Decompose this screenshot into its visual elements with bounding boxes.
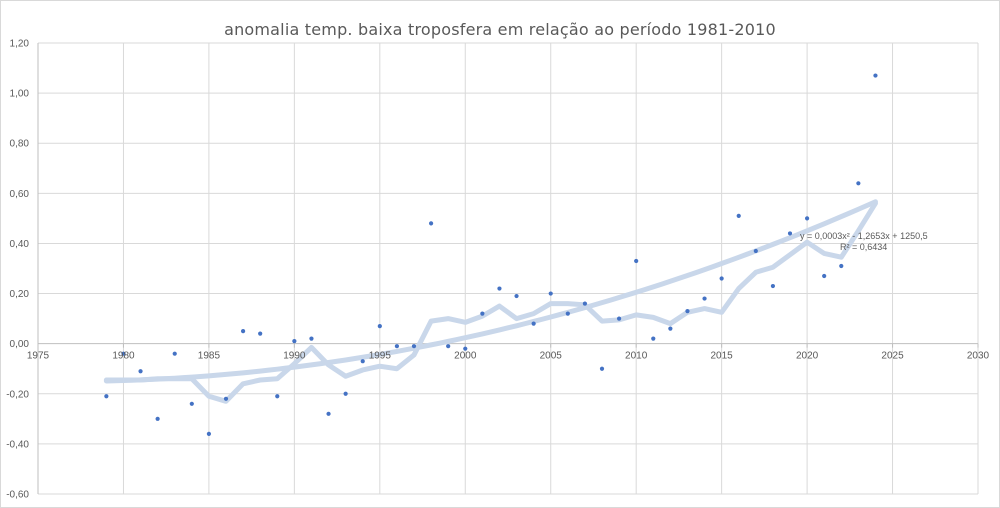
y-tick-label: 1,00 xyxy=(10,89,30,100)
data-point xyxy=(206,431,212,436)
data-point xyxy=(480,311,485,316)
x-tick-label: 2020 xyxy=(796,351,819,362)
data-point xyxy=(719,276,724,281)
data-point xyxy=(685,308,690,314)
data-point xyxy=(104,394,109,399)
data-point xyxy=(616,316,622,321)
trendline-r-squared: R² = 0,6434 xyxy=(840,242,887,252)
data-point xyxy=(787,231,793,236)
data-point xyxy=(839,263,844,269)
polynomial-trendline xyxy=(103,199,878,384)
data-point xyxy=(736,213,741,218)
tick-labels: -0,60 -0,40 -0,20 0,00 0,20 0,40 0,60 0,80 1,00 1… xyxy=(6,39,989,501)
data-point xyxy=(240,329,246,334)
moving-average-line xyxy=(103,200,878,404)
trendline-equation-group: y = 0,0003x² - 1,2653x + 1250,5 R² = 0,6… xyxy=(800,231,928,252)
y-tick-label: 0,80 xyxy=(10,139,30,150)
points-group xyxy=(104,73,878,436)
data-point xyxy=(394,344,400,349)
grid xyxy=(38,42,979,495)
data-point xyxy=(651,336,656,341)
data-point xyxy=(531,321,536,326)
y-tick-label: 0,00 xyxy=(10,339,30,350)
data-point xyxy=(343,391,348,396)
x-tick-label: 2000 xyxy=(454,351,477,362)
x-tick-label: 1975 xyxy=(27,351,50,362)
data-point xyxy=(155,416,160,421)
trendline-group xyxy=(103,199,878,384)
data-point xyxy=(326,411,331,416)
data-point xyxy=(428,221,434,226)
data-point xyxy=(702,296,707,301)
y-tick-label: 0,20 xyxy=(10,289,30,300)
data-point xyxy=(514,293,519,299)
data-point xyxy=(770,283,776,289)
data-point xyxy=(138,369,143,374)
x-tick-label: 1995 xyxy=(369,351,392,362)
chart-title: anomalia temp. baixa troposfera em relaç… xyxy=(224,20,776,39)
x-tick-label: 1985 xyxy=(198,351,221,362)
data-point xyxy=(804,216,810,221)
data-point xyxy=(548,291,553,296)
data-point xyxy=(275,394,280,399)
x-tick-label: 2005 xyxy=(540,351,563,362)
data-point xyxy=(856,181,861,186)
x-tick-label: 1980 xyxy=(112,351,135,362)
x-tick-label: 2010 xyxy=(625,351,648,362)
data-point xyxy=(753,248,758,254)
data-point xyxy=(223,396,229,401)
moving-average-group xyxy=(103,200,878,404)
axes xyxy=(37,43,979,494)
data-point xyxy=(309,336,314,341)
y-tick-label: 0,60 xyxy=(10,189,30,200)
data-point xyxy=(497,286,502,291)
data-point xyxy=(446,344,451,349)
data-point xyxy=(172,351,177,356)
data-point xyxy=(463,346,468,351)
y-tick-label: -0,20 xyxy=(6,389,29,400)
data-point xyxy=(565,311,570,316)
data-point xyxy=(189,401,194,406)
trendline-equation: y = 0,0003x² - 1,2653x + 1250,5 xyxy=(800,231,928,241)
x-tick-label: 2030 xyxy=(967,351,990,362)
data-point xyxy=(377,324,382,329)
data-point xyxy=(873,73,878,78)
y-tick-label: 1,20 xyxy=(10,39,30,50)
data-point xyxy=(411,344,417,349)
data-point xyxy=(582,301,588,306)
x-tick-label: 1990 xyxy=(283,351,306,362)
data-point xyxy=(668,326,673,331)
data-point xyxy=(258,331,263,336)
y-tick-label: -0,60 xyxy=(6,490,29,501)
y-tick-label: 0,40 xyxy=(10,239,30,250)
data-point xyxy=(292,339,297,344)
data-point xyxy=(599,366,605,371)
x-tick-label: 2015 xyxy=(711,351,734,362)
data-point xyxy=(822,273,827,279)
y-tick-label: -0,40 xyxy=(6,439,29,450)
data-point xyxy=(634,258,639,264)
data-point xyxy=(121,351,126,356)
x-tick-label: 2025 xyxy=(881,351,904,362)
data-point xyxy=(360,359,365,364)
